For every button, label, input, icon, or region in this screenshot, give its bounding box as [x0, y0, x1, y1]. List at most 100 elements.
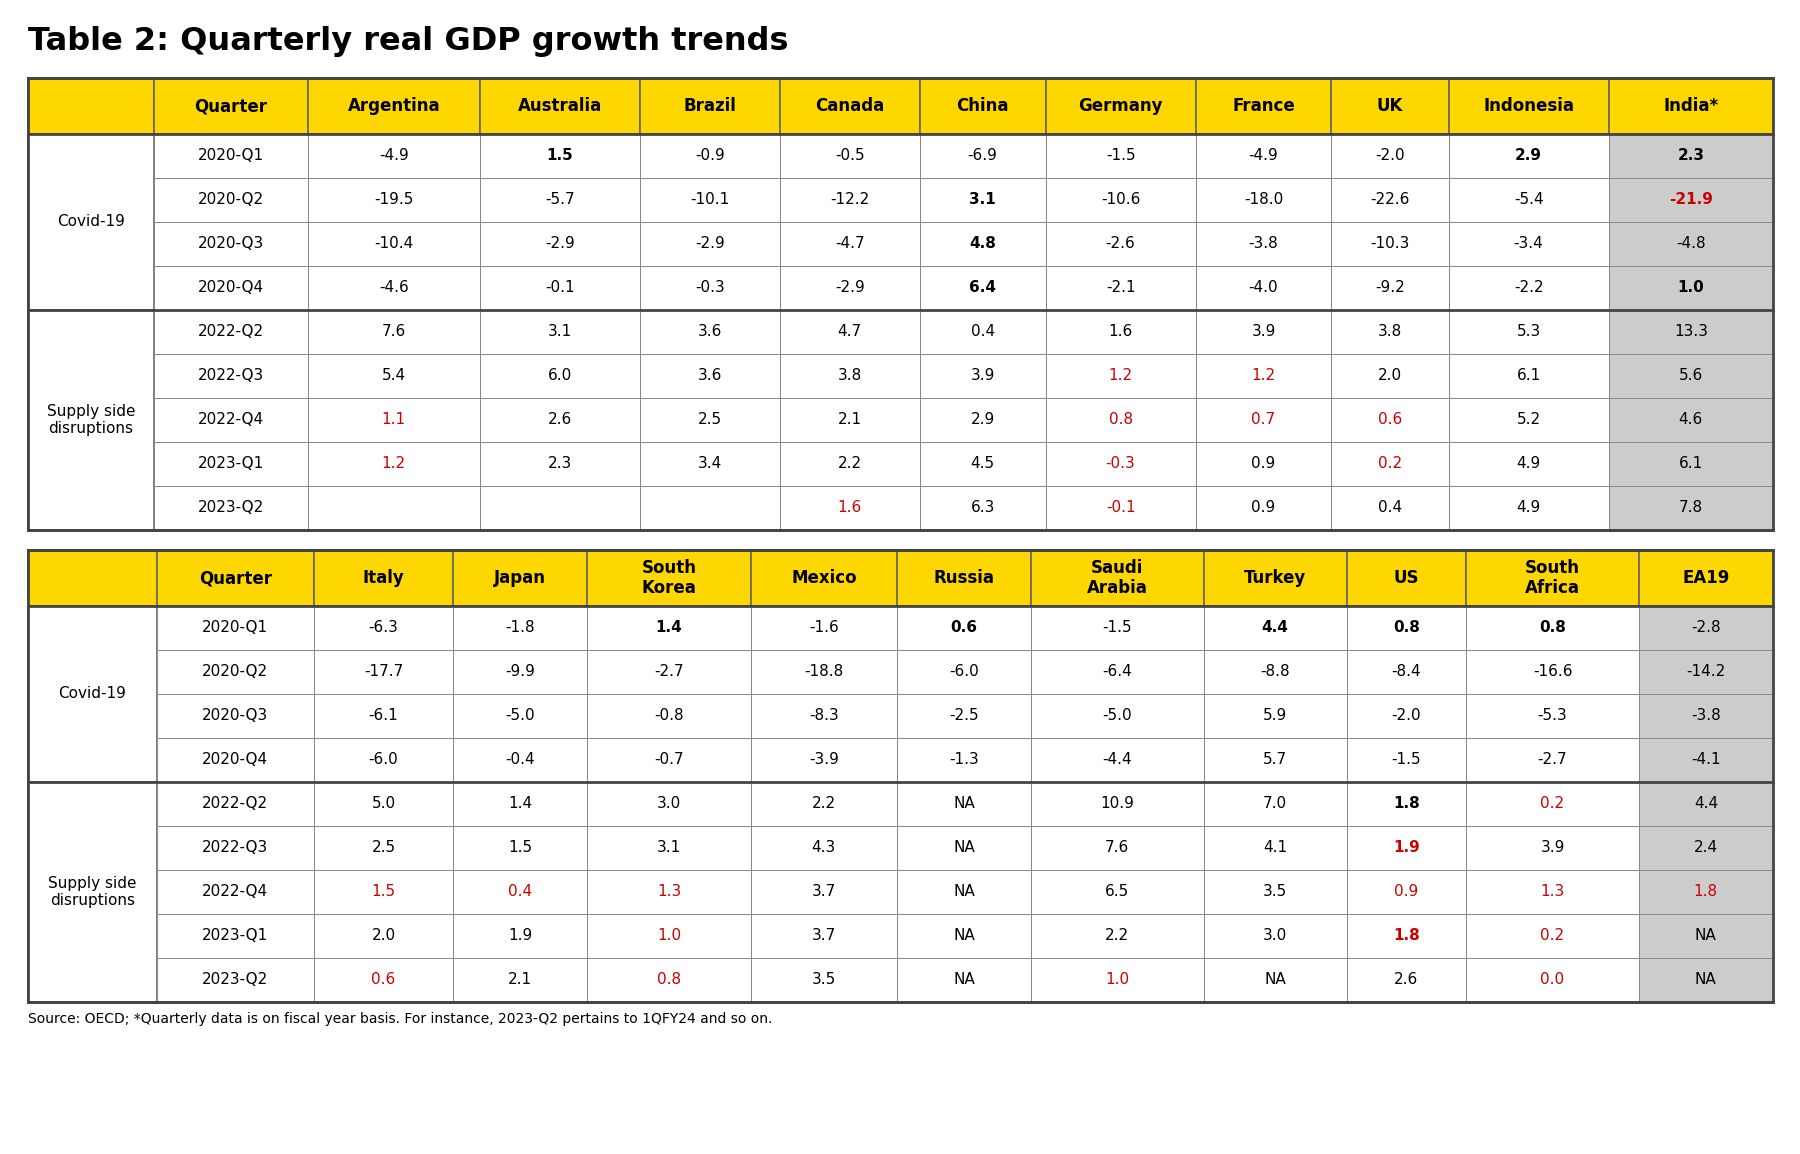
- Text: 2023-Q1: 2023-Q1: [202, 929, 268, 944]
- Bar: [1031, 958, 1204, 1002]
- Bar: [896, 958, 1031, 1002]
- Text: -17.7: -17.7: [364, 665, 403, 680]
- Text: -2.9: -2.9: [695, 237, 725, 252]
- Text: 6.0: 6.0: [547, 368, 572, 383]
- Bar: [1449, 310, 1609, 354]
- Bar: [1609, 78, 1773, 134]
- Text: Quarter: Quarter: [194, 97, 268, 115]
- Bar: [315, 826, 454, 870]
- Text: -8.8: -8.8: [1260, 665, 1291, 680]
- Bar: [1195, 398, 1332, 442]
- Text: 2022-Q4: 2022-Q4: [198, 412, 265, 427]
- Bar: [587, 650, 751, 694]
- Text: -2.2: -2.2: [1514, 280, 1543, 295]
- Text: 2020-Q3: 2020-Q3: [198, 237, 265, 252]
- Bar: [1467, 694, 1638, 739]
- Bar: [157, 958, 315, 1002]
- Text: 1.0: 1.0: [1105, 973, 1129, 988]
- Text: 3.8: 3.8: [1377, 324, 1402, 339]
- Bar: [1346, 739, 1467, 782]
- Text: 13.3: 13.3: [1674, 324, 1708, 339]
- Text: South
Korea: South Korea: [641, 559, 697, 598]
- Text: 2.6: 2.6: [547, 412, 572, 427]
- Text: 4.4: 4.4: [1694, 796, 1717, 811]
- Bar: [315, 739, 454, 782]
- Bar: [1332, 486, 1449, 530]
- Bar: [1195, 486, 1332, 530]
- Bar: [157, 739, 315, 782]
- Text: -6.0: -6.0: [949, 665, 979, 680]
- Text: -1.5: -1.5: [1103, 621, 1132, 636]
- Text: 2.2: 2.2: [812, 796, 835, 811]
- Text: 1.6: 1.6: [1109, 324, 1132, 339]
- Bar: [896, 606, 1031, 650]
- Bar: [308, 222, 479, 267]
- Text: -5.0: -5.0: [1103, 709, 1132, 724]
- Bar: [1638, 694, 1773, 739]
- Text: -6.9: -6.9: [968, 149, 997, 164]
- Bar: [1046, 178, 1195, 222]
- Text: Mexico: Mexico: [790, 569, 857, 587]
- Text: 1.9: 1.9: [1393, 840, 1420, 855]
- Text: 1.3: 1.3: [1541, 884, 1564, 899]
- Text: 1.3: 1.3: [657, 884, 680, 899]
- Bar: [29, 78, 1773, 530]
- Text: 3.9: 3.9: [1541, 840, 1564, 855]
- Text: 0.2: 0.2: [1541, 796, 1564, 811]
- Bar: [779, 222, 920, 267]
- Bar: [920, 267, 1046, 310]
- Text: 6.4: 6.4: [968, 280, 995, 295]
- Bar: [308, 486, 479, 530]
- Bar: [1332, 354, 1449, 398]
- Bar: [454, 606, 587, 650]
- Bar: [587, 782, 751, 826]
- Text: 3.1: 3.1: [970, 193, 995, 208]
- Text: -0.7: -0.7: [653, 752, 684, 767]
- Bar: [1449, 178, 1609, 222]
- Bar: [153, 486, 308, 530]
- Bar: [479, 178, 639, 222]
- Bar: [1346, 914, 1467, 958]
- Bar: [479, 310, 639, 354]
- Text: 2020-Q1: 2020-Q1: [202, 621, 268, 636]
- Bar: [479, 486, 639, 530]
- Text: -9.9: -9.9: [506, 665, 535, 680]
- Text: -12.2: -12.2: [830, 193, 869, 208]
- Bar: [454, 650, 587, 694]
- Bar: [920, 178, 1046, 222]
- Text: 6.5: 6.5: [1105, 884, 1129, 899]
- Bar: [315, 958, 454, 1002]
- Text: 2023-Q2: 2023-Q2: [202, 973, 268, 988]
- Text: 1.2: 1.2: [1251, 368, 1276, 383]
- Bar: [896, 870, 1031, 914]
- Bar: [1046, 310, 1195, 354]
- Text: South
Africa: South Africa: [1525, 559, 1580, 598]
- Bar: [779, 310, 920, 354]
- Text: 1.1: 1.1: [382, 412, 407, 427]
- Bar: [454, 914, 587, 958]
- Text: 4.9: 4.9: [1516, 501, 1541, 516]
- Text: -2.7: -2.7: [1537, 752, 1568, 767]
- Text: NA: NA: [954, 840, 976, 855]
- Bar: [157, 826, 315, 870]
- Bar: [153, 310, 308, 354]
- Text: -4.7: -4.7: [835, 237, 864, 252]
- Text: 0.8: 0.8: [1109, 412, 1132, 427]
- Bar: [1346, 650, 1467, 694]
- Bar: [639, 442, 779, 486]
- Bar: [29, 78, 153, 134]
- Bar: [315, 914, 454, 958]
- Bar: [587, 870, 751, 914]
- Bar: [1449, 134, 1609, 178]
- Bar: [1046, 354, 1195, 398]
- Bar: [896, 739, 1031, 782]
- Bar: [1609, 310, 1773, 354]
- Bar: [1031, 606, 1204, 650]
- Bar: [157, 650, 315, 694]
- Text: 3.7: 3.7: [812, 929, 835, 944]
- Bar: [920, 222, 1046, 267]
- Text: Germany: Germany: [1078, 97, 1163, 115]
- Bar: [1638, 739, 1773, 782]
- Text: -22.6: -22.6: [1370, 193, 1409, 208]
- Text: 0.0: 0.0: [1541, 973, 1564, 988]
